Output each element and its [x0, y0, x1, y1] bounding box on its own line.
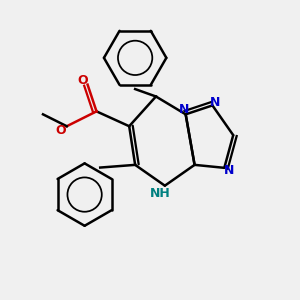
Text: N: N: [179, 103, 189, 116]
Text: O: O: [78, 74, 88, 87]
Text: O: O: [56, 124, 66, 137]
Text: NH: NH: [150, 187, 171, 200]
Text: N: N: [210, 96, 220, 109]
Text: N: N: [224, 164, 234, 177]
